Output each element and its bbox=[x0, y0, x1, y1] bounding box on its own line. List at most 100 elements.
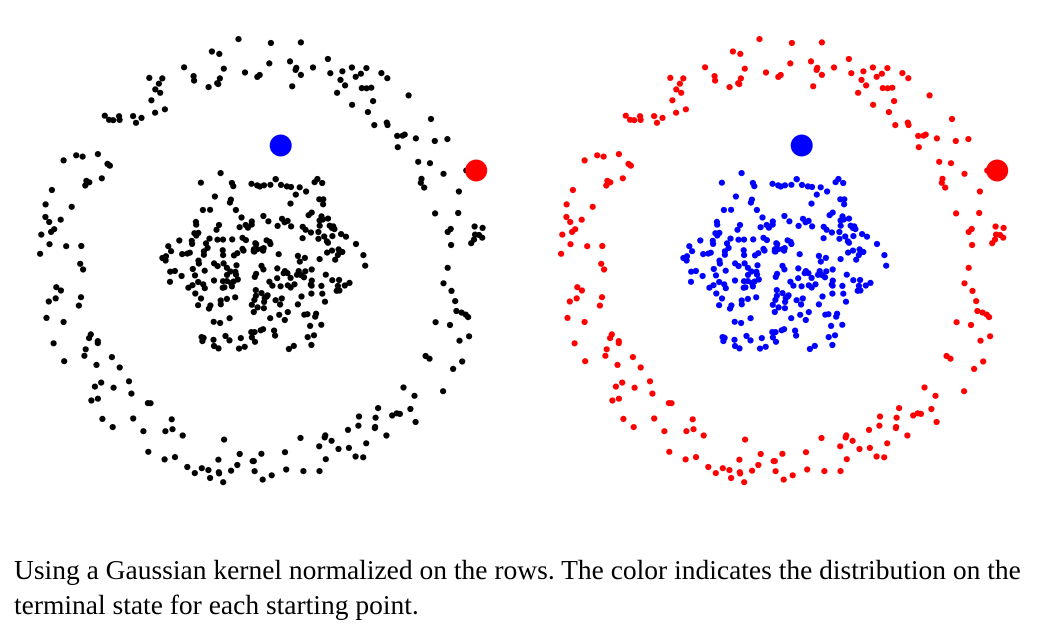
data-point bbox=[79, 153, 86, 160]
data-point bbox=[917, 410, 925, 417]
data-point bbox=[741, 479, 748, 486]
data-point bbox=[458, 309, 465, 316]
data-point bbox=[571, 340, 578, 347]
data-point bbox=[444, 136, 451, 143]
data-point bbox=[599, 242, 606, 250]
data-point bbox=[806, 345, 814, 353]
data-point bbox=[301, 254, 308, 261]
data-point bbox=[667, 74, 674, 81]
data-point bbox=[769, 180, 776, 187]
data-point bbox=[81, 352, 88, 359]
data-point bbox=[475, 231, 483, 239]
data-point bbox=[713, 218, 721, 225]
data-point bbox=[615, 340, 622, 347]
data-point bbox=[256, 71, 263, 79]
data-point bbox=[251, 296, 258, 303]
data-point bbox=[302, 226, 309, 233]
data-point bbox=[848, 70, 855, 77]
data-point bbox=[57, 216, 64, 223]
data-point bbox=[168, 416, 175, 423]
data-point bbox=[782, 298, 789, 305]
data-point bbox=[598, 260, 605, 267]
data-point bbox=[763, 237, 771, 244]
data-point bbox=[396, 410, 403, 417]
data-point bbox=[319, 290, 326, 297]
data-point bbox=[349, 101, 356, 108]
data-point bbox=[682, 456, 689, 463]
data-point bbox=[952, 137, 959, 145]
data-point bbox=[320, 196, 327, 203]
data-point bbox=[321, 298, 329, 305]
data-point bbox=[559, 231, 566, 238]
data-point bbox=[712, 230, 719, 237]
data-point bbox=[260, 212, 267, 220]
data-point bbox=[792, 327, 799, 334]
data-point bbox=[248, 329, 255, 336]
figure-caption: Using a Gaussian kernel normalized on th… bbox=[14, 554, 1021, 620]
data-point bbox=[828, 229, 836, 236]
data-point bbox=[300, 468, 307, 475]
data-point bbox=[250, 308, 257, 316]
data-point bbox=[795, 265, 802, 272]
data-point bbox=[727, 235, 734, 242]
data-point bbox=[452, 298, 459, 305]
data-point bbox=[192, 290, 199, 297]
data-point bbox=[412, 418, 419, 426]
data-point bbox=[375, 405, 382, 412]
data-point bbox=[805, 309, 812, 316]
data-point bbox=[254, 182, 261, 189]
data-point bbox=[251, 468, 258, 475]
data-point bbox=[161, 456, 168, 463]
data-point bbox=[736, 456, 743, 463]
data-point bbox=[285, 345, 292, 353]
data-point bbox=[840, 179, 847, 187]
data-point bbox=[152, 109, 159, 116]
data-point bbox=[101, 112, 108, 119]
data-point bbox=[363, 85, 370, 92]
data-point bbox=[737, 75, 745, 82]
data-point bbox=[581, 318, 588, 326]
data-point bbox=[719, 465, 726, 472]
data-point bbox=[236, 450, 243, 458]
data-point bbox=[842, 233, 849, 240]
data-point bbox=[248, 301, 255, 308]
data-point bbox=[829, 341, 836, 349]
data-point bbox=[208, 48, 215, 55]
data-point bbox=[45, 298, 52, 305]
data-point bbox=[798, 301, 805, 308]
data-point bbox=[933, 418, 940, 426]
data-point bbox=[736, 221, 744, 229]
data-point bbox=[230, 252, 238, 259]
data-point bbox=[678, 89, 685, 96]
data-point bbox=[219, 236, 227, 243]
data-point bbox=[68, 203, 75, 210]
data-point bbox=[316, 222, 323, 229]
data-point bbox=[334, 89, 341, 96]
data-point bbox=[697, 237, 704, 244]
data-point bbox=[260, 182, 268, 189]
data-point bbox=[220, 252, 227, 259]
data-point bbox=[651, 415, 658, 422]
data-point bbox=[775, 304, 782, 311]
data-point bbox=[372, 423, 379, 431]
data-point bbox=[207, 474, 214, 482]
data-point bbox=[899, 70, 906, 77]
data-point bbox=[155, 80, 162, 87]
data-point bbox=[741, 65, 748, 72]
data-point bbox=[248, 180, 255, 187]
data-point bbox=[859, 231, 866, 238]
data-point bbox=[338, 231, 345, 238]
data-point bbox=[953, 319, 960, 326]
data-point bbox=[236, 224, 243, 231]
data-point bbox=[157, 89, 164, 96]
data-point bbox=[615, 395, 623, 402]
data-point bbox=[98, 175, 105, 182]
data-point bbox=[346, 279, 353, 286]
data-point bbox=[130, 113, 137, 120]
data-point bbox=[302, 268, 309, 275]
data-point bbox=[815, 252, 823, 259]
data-point bbox=[790, 282, 797, 289]
data-point bbox=[728, 206, 735, 213]
data-point bbox=[779, 262, 786, 269]
data-point bbox=[140, 428, 147, 435]
